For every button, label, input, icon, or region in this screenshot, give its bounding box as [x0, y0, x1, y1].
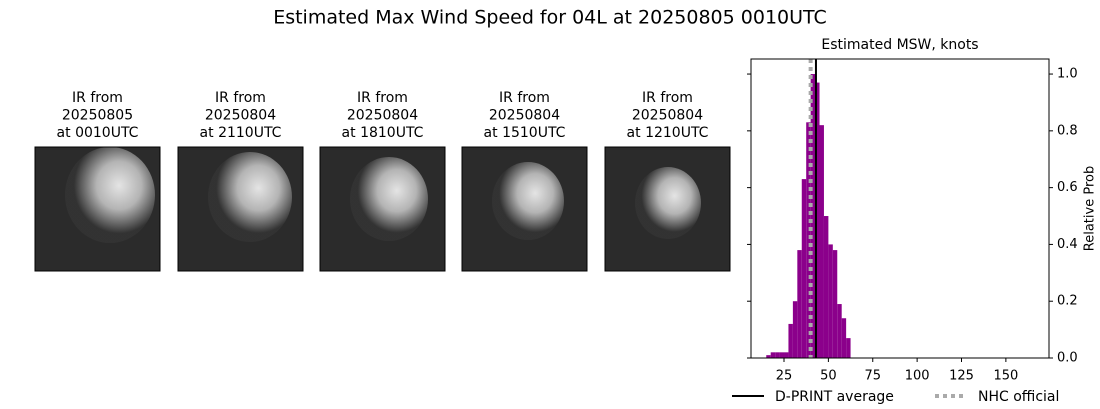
- panel-caption: at 0010UTC: [57, 125, 139, 141]
- histogram-bar: [837, 304, 842, 358]
- ir-image-frame: [319, 146, 446, 272]
- histogram-chart: Estimated MSW, knots D-PRINT average NHC o…: [732, 37, 1098, 405]
- histogram-bar: [819, 125, 824, 358]
- x-tick-label: 75: [864, 369, 881, 384]
- panel-caption: 20250804: [347, 108, 418, 124]
- y-tick-label: 0.2: [1057, 294, 1078, 309]
- panel-caption: 20250804: [205, 108, 276, 124]
- histogram-bar: [770, 352, 776, 358]
- panel-caption: at 2110UTC: [200, 125, 282, 141]
- histogram-bar: [806, 122, 811, 358]
- ir-cloud: [208, 152, 292, 242]
- histogram-bar: [792, 301, 798, 358]
- panel-caption: 20250804: [632, 108, 703, 124]
- histogram-bar: [766, 355, 771, 358]
- figure-title: Estimated Max Wind Speed for 04L at 2025…: [273, 7, 827, 29]
- chart-title: Estimated MSW, knots: [821, 37, 978, 53]
- panel-caption: IR from: [642, 90, 693, 106]
- histogram-bar: [801, 179, 807, 358]
- ir-image-frame: [604, 146, 731, 272]
- x-tick-label: 150: [993, 369, 1018, 384]
- y-tick-label: 0.6: [1057, 180, 1078, 195]
- y-tick-label: 0.0: [1057, 351, 1078, 366]
- x-tick-label: 100: [905, 369, 930, 384]
- legend-label: D-PRINT average: [775, 389, 894, 405]
- ir-image-frame: [461, 146, 588, 272]
- ir-cloud: [65, 147, 155, 243]
- ir-cloud: [492, 162, 564, 240]
- y-tick-label: 1.0: [1057, 67, 1078, 82]
- panel-caption: IR from: [499, 90, 550, 106]
- panel-caption: 20250805: [62, 108, 133, 124]
- x-tick-label: 125: [949, 369, 974, 384]
- ir-image-frame: [34, 146, 161, 272]
- y-tick-label: 0.8: [1057, 123, 1078, 138]
- histogram-bar: [841, 318, 847, 358]
- histogram-bar: [775, 352, 780, 358]
- ir-cloud: [350, 157, 428, 241]
- histogram-bar: [832, 250, 838, 358]
- y-axis-label: Relative Prob: [1083, 166, 1098, 251]
- histogram-bar: [846, 338, 851, 358]
- histogram-bar: [779, 352, 785, 358]
- histogram-bar: [823, 216, 829, 358]
- histogram-bar: [784, 352, 789, 358]
- ir-cloud: [635, 167, 701, 239]
- panel-caption: IR from: [215, 90, 266, 106]
- panel-caption: at 1510UTC: [484, 125, 566, 141]
- x-tick-label: 50: [820, 369, 837, 384]
- ir-image-frame: [177, 146, 304, 272]
- plot-frame: [750, 58, 1050, 359]
- histogram-bar: [788, 323, 793, 358]
- histogram-bar: [815, 82, 820, 358]
- panel-caption: at 1810UTC: [342, 125, 424, 141]
- panel-caption: IR from: [357, 90, 408, 106]
- histogram-bar: [797, 250, 802, 358]
- legend-label: NHC official: [978, 389, 1059, 405]
- panel-caption: 20250804: [489, 108, 560, 124]
- y-tick-label: 0.4: [1057, 237, 1078, 252]
- x-tick-label: 25: [776, 369, 793, 384]
- histogram-bar: [810, 74, 816, 359]
- histogram-bar: [828, 244, 833, 358]
- panel-caption: IR from: [72, 90, 123, 106]
- panel-caption: at 1210UTC: [627, 125, 709, 141]
